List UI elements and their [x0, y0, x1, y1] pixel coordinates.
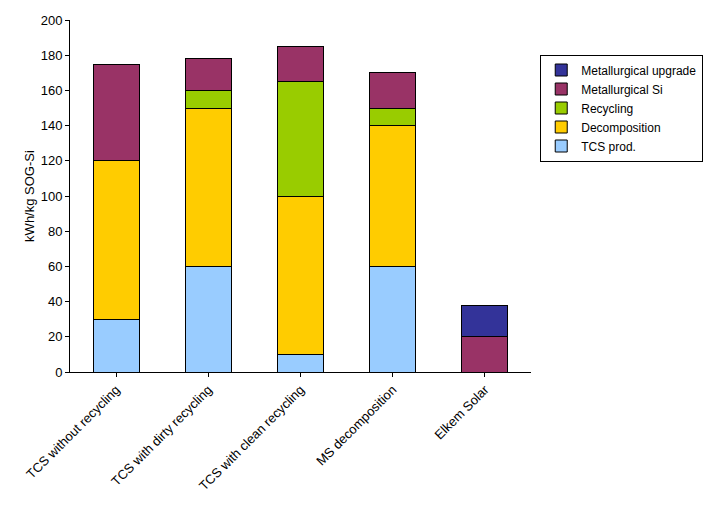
svg-text:80: 80 — [48, 224, 62, 239]
svg-text:TCS prod.: TCS prod. — [581, 140, 636, 154]
svg-text:40: 40 — [48, 294, 62, 309]
svg-text:120: 120 — [41, 153, 63, 168]
svg-text:TCS with dirty recycling: TCS with dirty recycling — [108, 382, 215, 489]
svg-text:100: 100 — [41, 189, 63, 204]
svg-text:kWh/kg SOG-Si: kWh/kg SOG-Si — [22, 150, 37, 242]
svg-text:0: 0 — [55, 365, 62, 380]
svg-text:20: 20 — [48, 329, 62, 344]
svg-text:Recycling: Recycling — [581, 102, 633, 116]
svg-text:TCS without recycling: TCS without recycling — [23, 382, 123, 482]
svg-text:140: 140 — [41, 118, 63, 133]
svg-text:160: 160 — [41, 83, 63, 98]
svg-text:Decomposition: Decomposition — [581, 121, 660, 135]
svg-text:Metallurgical Si: Metallurgical Si — [581, 83, 662, 97]
svg-text:180: 180 — [41, 48, 63, 63]
svg-text:Metallurgical upgrade: Metallurgical upgrade — [581, 64, 696, 78]
svg-text:TCS with clean recycling: TCS with clean recycling — [196, 382, 307, 493]
svg-text:MS decomposition: MS decomposition — [313, 382, 399, 468]
svg-text:Elkem Solar: Elkem Solar — [431, 382, 492, 443]
svg-text:60: 60 — [48, 259, 62, 274]
svg-text:200: 200 — [41, 13, 63, 28]
